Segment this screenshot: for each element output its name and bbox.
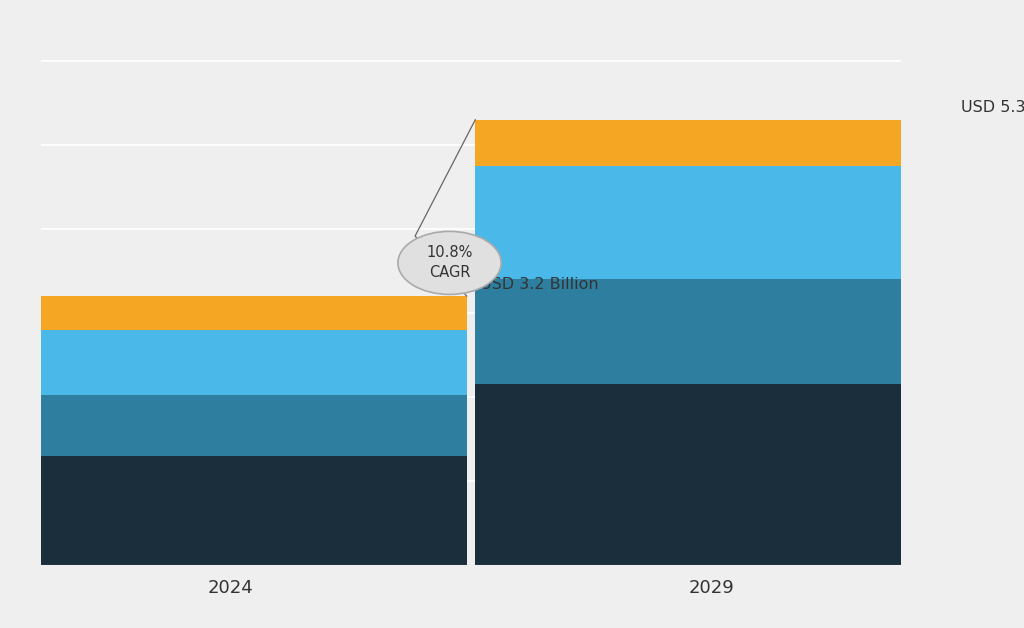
Bar: [0, 396, 467, 456]
Bar: [0, 296, 467, 330]
Bar: [475, 279, 948, 384]
Bar: [0, 456, 467, 565]
Bar: [475, 166, 948, 279]
Ellipse shape: [398, 231, 501, 295]
Text: USD 3.2 Billion: USD 3.2 Billion: [479, 277, 598, 292]
Bar: [475, 384, 948, 565]
Text: USD 5.3 Billion: USD 5.3 Billion: [962, 100, 1024, 116]
Text: 10.8%
CAGR: 10.8% CAGR: [426, 246, 473, 280]
Bar: [475, 119, 948, 166]
Bar: [0, 330, 467, 396]
